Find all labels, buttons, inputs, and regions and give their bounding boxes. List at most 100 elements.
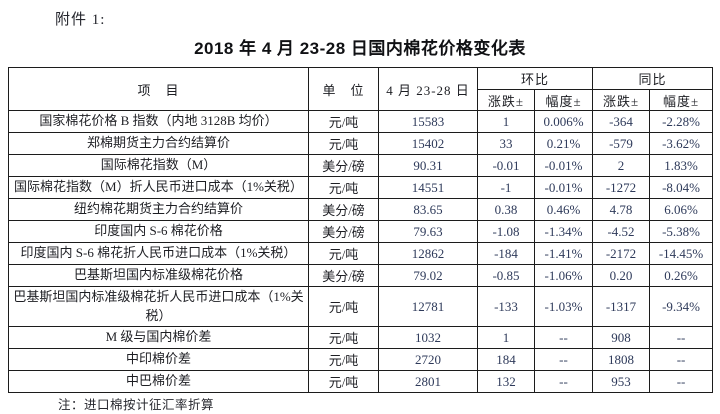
yoy-range-cell: 6.06% — [649, 198, 714, 221]
mom-range-cell: -0.01% — [533, 176, 594, 199]
item-name-cell: 国际棉花指数（M）折人民币进口成本（1%关税） — [8, 176, 309, 199]
yoy-change-cell: 1808 — [592, 348, 651, 371]
unit-cell: 元/吨 — [308, 370, 379, 393]
table-row: 中巴棉价差 元/吨 2801 132 -- 953 -- — [8, 370, 714, 393]
unit-cell: 美分/磅 — [308, 198, 379, 221]
yoy-change-cell: -1317 — [592, 286, 651, 327]
mom-range-cell: 0.21% — [533, 132, 594, 155]
mom-range-cell: -1.41% — [533, 242, 594, 265]
yoy-range-cell: -- — [649, 370, 714, 393]
yoy-change-cell: 2 — [592, 154, 651, 177]
table-row: 印度国内 S-6 棉花价格 美分/磅 79.63 -1.08 -1.34% -4.52 -5… — [8, 220, 714, 243]
item-name-cell: 巴基斯坦国内标准级棉花折人民币进口成本（1%关税） — [8, 286, 309, 327]
yoy-range-cell: -14.45% — [649, 242, 714, 265]
table-row: 巴基斯坦国内标准级棉花折人民币进口成本（1%关税） 元/吨 12781 -133 -1.… — [8, 286, 714, 327]
unit-cell: 美分/磅 — [308, 264, 379, 287]
unit-cell: 美分/磅 — [308, 154, 379, 177]
yoy-change-cell: -4.52 — [592, 220, 651, 243]
mom-range-cell: -0.01% — [533, 154, 594, 177]
period-value-cell: 79.63 — [378, 220, 478, 243]
mom-change-cell: 0.38 — [477, 198, 535, 221]
yoy-range-cell: 0.26% — [649, 264, 714, 287]
unit-cell: 美分/磅 — [308, 220, 379, 243]
yoy-range-cell: -2.28% — [649, 110, 714, 133]
table-row: 郑棉期货主力合约结算价 元/吨 15402 33 0.21% -579 -3.62% — [8, 132, 714, 155]
period-value-cell: 14551 — [378, 176, 478, 199]
table-row: 纽约棉花期货主力合约结算价 美分/磅 83.65 0.38 0.46% 4.78 6.06% — [8, 198, 714, 221]
unit-cell: 元/吨 — [308, 176, 379, 199]
mom-change-cell: 1 — [477, 326, 535, 349]
item-name-cell: 国际棉花指数（M） — [8, 154, 309, 177]
mom-change-cell: 33 — [477, 132, 535, 155]
mom-change-cell: 1 — [477, 110, 535, 133]
item-name-cell: 纽约棉花期货主力合约结算价 — [8, 198, 309, 221]
yoy-change-cell: -579 — [592, 132, 651, 155]
item-name-cell: 印度国内 S-6 棉花价格 — [8, 220, 309, 243]
col-header-unit: 单 位 — [308, 67, 379, 111]
yoy-range-cell: -- — [649, 326, 714, 349]
item-name-cell: 中印棉价差 — [8, 348, 309, 371]
mom-range-cell: -1.03% — [533, 286, 594, 327]
unit-cell: 元/吨 — [308, 326, 379, 349]
table-row: M 级与国内棉价差 元/吨 1032 1 -- 908 -- — [8, 326, 714, 349]
mom-range-cell: -- — [533, 348, 594, 371]
item-name-cell: M 级与国内棉价差 — [8, 326, 309, 349]
mom-range-cell: -- — [533, 370, 594, 393]
period-value-cell: 12862 — [378, 242, 478, 265]
mom-range-cell: 0.006% — [533, 110, 594, 133]
period-value-cell: 2720 — [378, 348, 478, 371]
col-header-yoy-change: 涨跌± — [592, 89, 651, 111]
col-header-yoy-group: 同比 — [592, 67, 714, 90]
item-name-cell: 郑棉期货主力合约结算价 — [8, 132, 309, 155]
yoy-range-cell: -9.34% — [649, 286, 714, 327]
header-row-groups: 项 目 单 位 4 月 23-28 日 环比 同比 — [8, 67, 714, 111]
period-value-cell: 15583 — [378, 110, 478, 133]
unit-cell: 元/吨 — [308, 110, 379, 133]
col-header-mom-change: 涨跌± — [477, 89, 535, 111]
footnote: 注：进口棉按计征汇率折算 — [58, 398, 215, 412]
mom-range-cell: -1.34% — [533, 220, 594, 243]
yoy-change-cell: 0.20 — [592, 264, 651, 287]
mom-change-cell: -184 — [477, 242, 535, 265]
period-value-cell: 90.31 — [378, 154, 478, 177]
period-value-cell: 1032 — [378, 326, 478, 349]
col-header-period: 4 月 23-28 日 — [378, 67, 478, 111]
yoy-change-cell: 4.78 — [592, 198, 651, 221]
yoy-change-cell: -1272 — [592, 176, 651, 199]
attachment-label: 附件 1: — [55, 12, 106, 28]
cotton-price-table: 项 目 单 位 4 月 23-28 日 环比 同比 涨跌± 幅度± 涨跌± 幅度… — [8, 67, 714, 393]
unit-cell: 元/吨 — [308, 132, 379, 155]
table-row: 国际棉花指数（M） 美分/磅 90.31 -0.01 -0.01% 2 1.83% — [8, 154, 714, 177]
yoy-change-cell: -364 — [592, 110, 651, 133]
unit-cell: 元/吨 — [308, 286, 379, 327]
table-row: 巴基斯坦国内标准级棉花价格 美分/磅 79.02 -0.85 -1.06% 0.20 0.2… — [8, 264, 714, 287]
col-header-mom-range: 幅度± — [533, 89, 594, 111]
mom-change-cell: -1.08 — [477, 220, 535, 243]
yoy-change-cell: 908 — [592, 326, 651, 349]
yoy-range-cell: -3.62% — [649, 132, 714, 155]
table-row: 中印棉价差 元/吨 2720 184 -- 1808 -- — [8, 348, 714, 371]
mom-change-cell: -133 — [477, 286, 535, 327]
item-name-cell: 印度国内 S-6 棉花折人民币进口成本（1%关税） — [8, 242, 309, 265]
period-value-cell: 83.65 — [378, 198, 478, 221]
yoy-range-cell: -5.38% — [649, 220, 714, 243]
yoy-change-cell: 953 — [592, 370, 651, 393]
mom-change-cell: -1 — [477, 176, 535, 199]
period-value-cell: 12781 — [378, 286, 478, 327]
table-row: 印度国内 S-6 棉花折人民币进口成本（1%关税） 元/吨 12862 -184 -1.… — [8, 242, 714, 265]
page-title: 2018 年 4 月 23-28 日国内棉花价格变化表 — [194, 39, 526, 58]
unit-cell: 元/吨 — [308, 348, 379, 371]
col-header-mom-group: 环比 — [476, 67, 594, 90]
mom-range-cell: 0.46% — [533, 198, 594, 221]
mom-change-cell: -0.85 — [477, 264, 535, 287]
period-value-cell: 2801 — [378, 370, 478, 393]
item-name-cell: 巴基斯坦国内标准级棉花价格 — [8, 264, 309, 287]
col-header-yoy-range: 幅度± — [649, 89, 714, 111]
mom-change-cell: -0.01 — [477, 154, 535, 177]
table-row: 国际棉花指数（M）折人民币进口成本（1%关税） 元/吨 14551 -1 -0.01% -… — [8, 176, 714, 199]
yoy-range-cell: -- — [649, 348, 714, 371]
period-value-cell: 15402 — [378, 132, 478, 155]
yoy-change-cell: -2172 — [592, 242, 651, 265]
item-name-cell: 国家棉花价格 B 指数（内地 3128B 均价） — [8, 110, 309, 133]
